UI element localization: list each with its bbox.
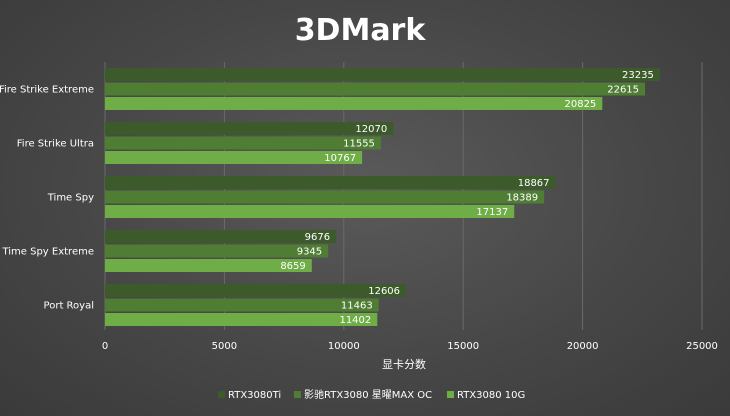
- data-label: 20825: [564, 99, 596, 110]
- data-label: 23235: [622, 70, 654, 81]
- data-label: 22615: [607, 85, 639, 96]
- bars-layer: [105, 68, 660, 326]
- data-label: 18867: [518, 178, 550, 189]
- data-label: 10767: [324, 153, 356, 164]
- x-tick-label: 25000: [686, 341, 718, 352]
- data-label: 11402: [339, 315, 371, 326]
- data-label: 12606: [368, 286, 400, 297]
- bar: [105, 136, 381, 150]
- bar: [105, 284, 407, 297]
- data-label: 9676: [305, 232, 330, 243]
- bar: [105, 230, 337, 243]
- x-tick-label: 20000: [567, 341, 599, 352]
- data-label: 12070: [355, 124, 387, 135]
- labels-layer: 0 5000 10000 15000 20000 25000 Fire Strike Ext…: [0, 70, 718, 352]
- legend-label: RTX3080 10G: [457, 390, 525, 401]
- data-label: 17137: [476, 207, 508, 218]
- category-label: Time Spy Extreme: [1, 247, 94, 258]
- category-label: Fire Strike Extreme: [0, 85, 94, 96]
- legend-label: RTX3080Ti: [228, 390, 281, 401]
- bar: [105, 259, 312, 272]
- data-label: 18389: [506, 193, 538, 204]
- bar: [105, 205, 515, 218]
- legend-swatch: [294, 391, 301, 398]
- category-label: Port Royal: [44, 301, 94, 312]
- data-label: 11555: [343, 139, 375, 150]
- legend-label: 影驰RTX3080 星曜MAX OC: [304, 388, 432, 401]
- bar: [105, 82, 646, 96]
- bar: [105, 122, 394, 135]
- bar: [105, 176, 556, 189]
- bar: [105, 68, 660, 81]
- category-label: Time Spy: [47, 193, 94, 204]
- x-tick-label: 0: [102, 341, 108, 352]
- legend-swatch: [218, 391, 225, 398]
- legend-swatch: [447, 391, 454, 398]
- bar: [105, 313, 378, 326]
- bar: [105, 97, 603, 110]
- bar: [105, 244, 329, 258]
- bar: [105, 298, 379, 312]
- x-tick-label: 5000: [212, 341, 237, 352]
- x-tick-label: 15000: [447, 341, 479, 352]
- data-label: 9345: [297, 247, 322, 258]
- chart-title: 3DMark: [295, 13, 427, 48]
- data-label: 8659: [280, 261, 305, 272]
- x-axis-title: 显卡分数: [382, 358, 426, 371]
- bar: [105, 190, 545, 204]
- x-tick-label: 10000: [328, 341, 360, 352]
- data-label: 11463: [341, 301, 373, 312]
- category-label: Fire Strike Ultra: [17, 139, 94, 150]
- bar: [105, 151, 363, 164]
- legend: RTX3080Ti 影驰RTX3080 星曜MAX OC RTX3080 10G: [218, 388, 525, 401]
